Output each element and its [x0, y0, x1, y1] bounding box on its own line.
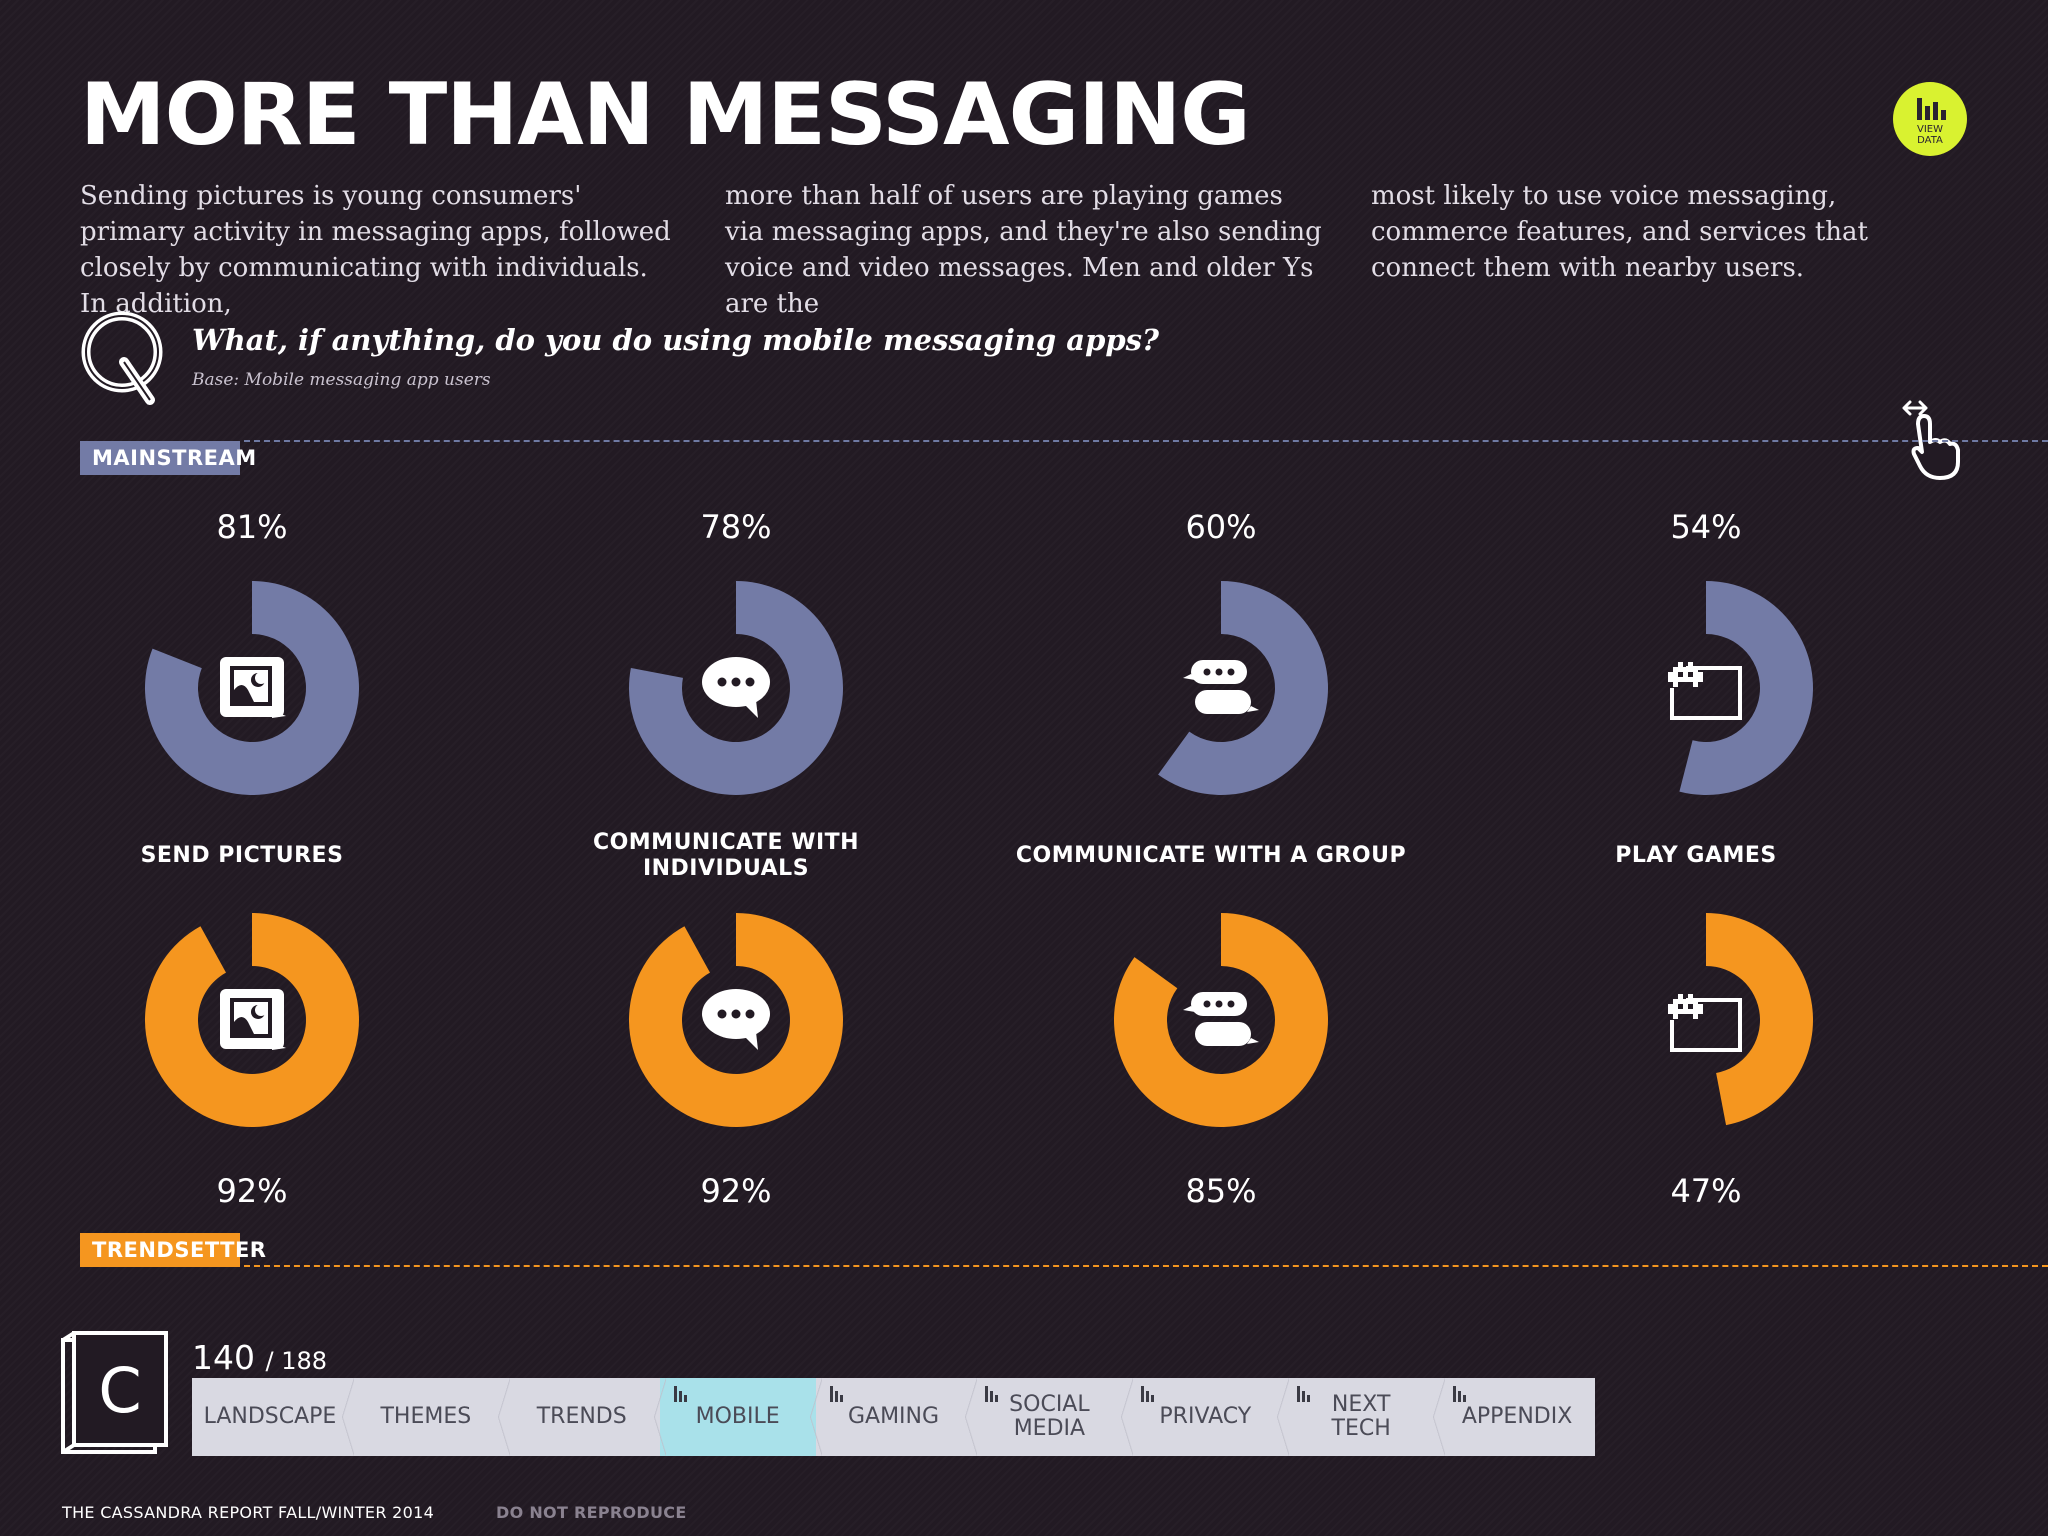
- category-label-play-games: PLAY GAMES: [1615, 843, 1777, 868]
- category-label-communicate-with-a-group: COMMUNICATE WITH A GROUP: [1016, 843, 1406, 868]
- category-label-send-pictures: SEND PICTURES: [141, 843, 344, 868]
- picture-icon: [220, 989, 286, 1050]
- group-chat-icon: [1183, 992, 1259, 1046]
- bar-chart-icon: [1141, 1386, 1155, 1402]
- nav-tab-label: SOCIAL MEDIA: [1009, 1392, 1090, 1441]
- nav-tab-social-media[interactable]: SOCIAL MEDIA: [971, 1378, 1134, 1456]
- logo-letter: C: [98, 1354, 141, 1427]
- value-label-trendsetter-send-pictures: 92%: [216, 1172, 287, 1210]
- value-label-trendsetter-communicate-with-individuals: 92%: [700, 1172, 771, 1210]
- donut-arc-mainstream-communicate-with-a-group: [1158, 581, 1329, 795]
- value-label-mainstream-communicate-with-individuals: 78%: [700, 508, 771, 546]
- value-label-mainstream-play-games: 54%: [1670, 508, 1741, 546]
- donut-chart-grid: SEND PICTURES COMMUNICATE WITH INDIVIDUALS…: [141, 508, 1813, 1210]
- value-label-mainstream-communicate-with-a-group: 60%: [1185, 508, 1256, 546]
- nav-tab-landscape[interactable]: LANDSCAPE: [192, 1378, 354, 1456]
- donut-arc-trendsetter-communicate-with-individuals: [629, 913, 844, 1127]
- donut-arc-trendsetter-send-pictures: [145, 913, 360, 1127]
- trendsetter-divider: [244, 1265, 2048, 1267]
- nav-tab-privacy[interactable]: PRIVACY: [1127, 1378, 1290, 1456]
- nav-tab-label: THEMES: [380, 1404, 472, 1429]
- bar-chart-icon: [673, 1386, 687, 1402]
- nav-tab-themes[interactable]: THEMES: [348, 1378, 510, 1456]
- nav-tab-label: GAMING: [847, 1404, 940, 1429]
- nav-tab-label: MOBILE: [695, 1404, 780, 1429]
- value-label-trendsetter-communicate-with-a-group: 85%: [1185, 1172, 1256, 1210]
- mainstream-divider: [244, 440, 2048, 442]
- game-icon: [1668, 994, 1742, 1052]
- nav-tab-label: APPENDIX: [1461, 1404, 1573, 1429]
- donut-arc-mainstream-send-pictures: [144, 581, 360, 795]
- category-label-communicate-with-individuals: COMMUNICATE WITH INDIVIDUALS: [593, 830, 859, 881]
- mainstream-label: MAINSTREAM: [80, 441, 256, 475]
- nav-tab-label: NEXT TECH: [1331, 1392, 1391, 1441]
- intro-column-1: Sending pictures is young consumers' pri…: [80, 181, 671, 319]
- cassandra-logo[interactable]: C: [60, 1330, 170, 1456]
- speech-bubble-icon: [702, 989, 770, 1050]
- donut-arc-trendsetter-communicate-with-a-group: [1114, 913, 1328, 1127]
- q-icon: [81, 311, 163, 405]
- nav-tab-label: PRIVACY: [1159, 1404, 1252, 1429]
- intro-column-3: most likely to use voice messaging, comm…: [1371, 181, 1868, 283]
- question-base-note: Base: Mobile messaging app users: [192, 370, 491, 390]
- nav-tab-gaming[interactable]: GAMING: [816, 1378, 978, 1456]
- nav-tab-label: LANDSCAPE: [203, 1404, 337, 1429]
- picture-icon: [220, 657, 286, 718]
- page-total: / 188: [265, 1347, 328, 1375]
- bar-chart-icon: [1453, 1386, 1467, 1402]
- speech-bubble-icon: [702, 657, 770, 718]
- value-label-mainstream-send-pictures: 81%: [216, 508, 287, 546]
- nav-tab-trends[interactable]: TRENDS: [504, 1378, 666, 1456]
- survey-question: What, if anything, do you do using mobil…: [192, 323, 1159, 357]
- bar-chart-icon: [1297, 1386, 1311, 1402]
- copyright-notice: DO NOT REPRODUCE: [496, 1503, 687, 1522]
- donut-arc-trendsetter-play-games: [1706, 913, 1813, 1126]
- trendsetter-label: TRENDSETTER: [80, 1233, 266, 1267]
- bar-chart-icon: [829, 1386, 843, 1402]
- game-icon: [1668, 662, 1742, 720]
- bar-chart-icon: [985, 1386, 999, 1402]
- intro-column-2: more than half of users are playing game…: [725, 181, 1322, 319]
- page-title: MORE THAN MESSAGING: [80, 65, 1251, 165]
- nav-tab-label: TRENDS: [536, 1404, 627, 1429]
- page-current: 140: [192, 1338, 255, 1377]
- nav-tab-mobile[interactable]: MOBILE: [659, 1378, 822, 1456]
- value-label-trendsetter-play-games: 47%: [1670, 1172, 1741, 1210]
- donut-arc-mainstream-communicate-with-individuals: [628, 581, 843, 795]
- bar-chart-icon: [1917, 98, 1946, 120]
- nav-tab-appendix[interactable]: APPENDIX: [1439, 1378, 1595, 1456]
- section-nav: LANDSCAPE THEMES TRENDS MOBILE GAMING SOCIAL …: [192, 1378, 1595, 1456]
- group-chat-icon: [1183, 660, 1259, 714]
- donut-arc-mainstream-play-games: [1679, 581, 1813, 795]
- nav-tab-next-tech[interactable]: NEXT TECH: [1283, 1378, 1446, 1456]
- report-credit: THE CASSANDRA REPORT FALL/WINTER 2014: [62, 1503, 435, 1522]
- swipe-hand-icon[interactable]: [1896, 396, 1968, 482]
- page-counter: 140 / 188: [192, 1338, 327, 1377]
- view-data-label: VIEW DATA: [1917, 124, 1943, 146]
- view-data-button[interactable]: VIEW DATA: [1893, 82, 1967, 156]
